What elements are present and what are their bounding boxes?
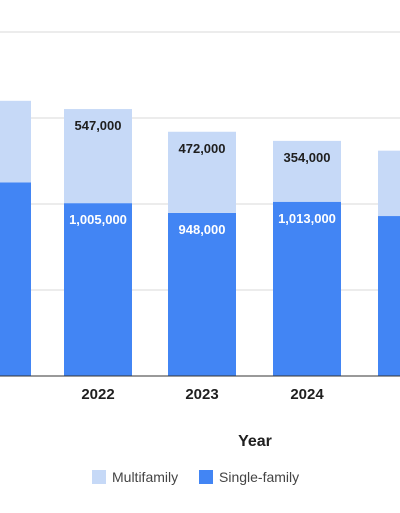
x-tick-labels: 2022 2023 2024: [81, 386, 324, 403]
bar-multifamily-2025: [378, 150, 400, 217]
data-label-single-family-2024: 1,013,000: [278, 211, 336, 226]
x-axis-title: Year: [238, 433, 272, 450]
legend-swatch-single-family: [199, 470, 213, 484]
data-label-single-family-2023: 948,000: [179, 222, 226, 237]
bar-single-family-2025: [378, 216, 400, 376]
bar-multifamily-2024: [273, 140, 341, 202]
legend-swatch-multifamily: [92, 470, 106, 484]
data-label-single-family-2022: 1,005,000: [69, 212, 127, 227]
data-label-multifamily-2024: 354,000: [284, 150, 331, 165]
bar-multifamily-2021: [0, 100, 31, 183]
legend-label-multifamily: Multifamily: [112, 469, 178, 485]
data-label-multifamily-2022: 547,000: [75, 118, 122, 133]
bar-single-family-2024: [273, 201, 341, 376]
bar-multifamily-2023: [168, 131, 236, 213]
legend: Multifamily Single-family: [92, 469, 299, 485]
bars: 1,005,000 547,000 948,000 472,000 1,013,000 3…: [0, 100, 400, 376]
data-label-multifamily-2023: 472,000: [179, 141, 226, 156]
x-tick-label-2022: 2022: [81, 386, 114, 403]
bar-multifamily-2022: [64, 109, 132, 204]
x-tick-label-2023: 2023: [185, 386, 218, 403]
bar-single-family-2023: [168, 212, 236, 376]
bar-single-family-2021: [0, 182, 31, 376]
bar-single-family-2022: [64, 203, 132, 376]
legend-label-single-family: Single-family: [219, 469, 299, 485]
x-tick-label-2024: 2024: [290, 386, 324, 403]
